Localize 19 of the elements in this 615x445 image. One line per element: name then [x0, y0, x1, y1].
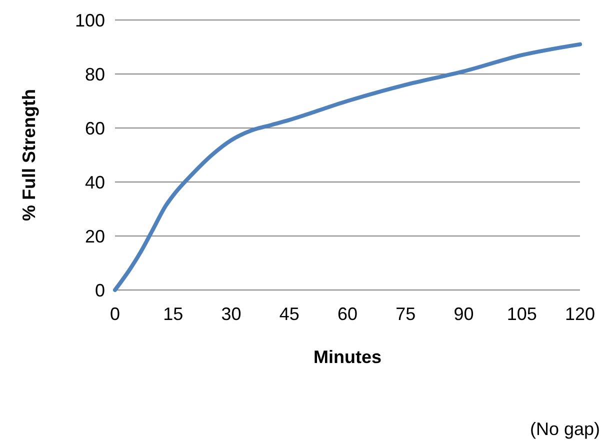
x-tick-label: 105 [506, 304, 537, 324]
x-tick-label: 120 [564, 304, 596, 324]
x-axis-title: Minutes [313, 347, 382, 367]
text: (No gap) [530, 419, 600, 439]
x-tick-label: 75 [396, 304, 416, 324]
line-series [113, 42, 582, 292]
y-tick-label: 20 [84, 226, 105, 246]
y-axis-title: % Full Strength [19, 89, 39, 221]
y-tick-label: 60 [84, 118, 105, 138]
y-tick-label: 100 [74, 10, 105, 30]
x-tick-label: 60 [337, 304, 358, 324]
y-tick-label: 40 [84, 172, 105, 192]
x-tick-label: 15 [163, 304, 184, 324]
x-tick-label: 90 [454, 304, 474, 324]
x-tick-label: 30 [221, 304, 242, 324]
y-tick-label: 0 [94, 280, 105, 300]
y-tick-label: 80 [84, 64, 105, 84]
x-tick-label: 0 [110, 304, 120, 324]
x-tick-label: 45 [279, 304, 300, 324]
